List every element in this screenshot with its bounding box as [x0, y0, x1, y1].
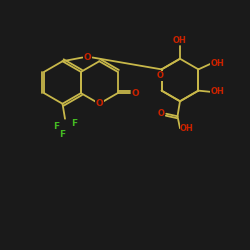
- Text: F: F: [71, 119, 77, 128]
- Text: OH: OH: [210, 60, 224, 68]
- Text: O: O: [157, 109, 164, 118]
- Text: F: F: [59, 130, 65, 139]
- Text: O: O: [96, 99, 103, 108]
- Text: OH: OH: [173, 36, 187, 45]
- Text: OH: OH: [180, 124, 194, 133]
- Text: F: F: [53, 122, 59, 131]
- Text: O: O: [132, 89, 140, 98]
- Text: O: O: [84, 53, 92, 62]
- Text: OH: OH: [211, 88, 225, 96]
- Text: O: O: [157, 71, 164, 80]
